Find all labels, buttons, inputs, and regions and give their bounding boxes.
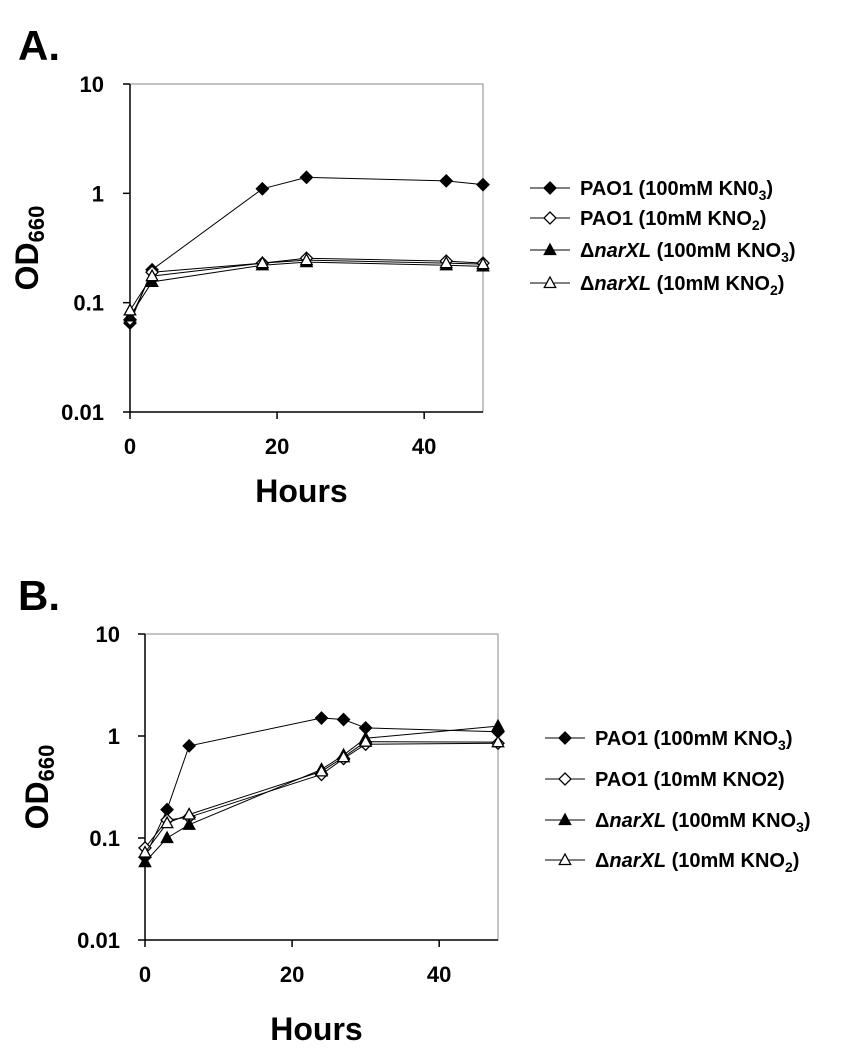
- legend-marker: [543, 211, 557, 225]
- series-3: [123, 254, 490, 322]
- data-point: [299, 252, 314, 266]
- series-line: [144, 725, 499, 863]
- legend-label: PAO1 (10mM KNO2): [580, 208, 766, 233]
- plot-area: [129, 83, 484, 413]
- series-1: [138, 711, 505, 865]
- data-point: [182, 738, 197, 753]
- y-tick-label: 0.01: [77, 928, 120, 953]
- data-point: [299, 170, 314, 185]
- series-line: [144, 742, 499, 849]
- data-point: [145, 268, 159, 282]
- series-line: [144, 741, 499, 853]
- x-tick-label: 0: [124, 434, 136, 459]
- series-4: [123, 252, 490, 316]
- data-point: [491, 734, 505, 748]
- data-point: [439, 255, 454, 269]
- data-point: [476, 177, 490, 192]
- y-tick-label: 0.1: [89, 826, 120, 851]
- legend-item-4: ΔnarXL (10mM KNO2): [545, 850, 799, 875]
- series-1: [123, 170, 490, 331]
- x-tick-label: 20: [280, 962, 304, 987]
- series-2: [138, 736, 505, 855]
- legend-item-1: PAO1 (100mM KN03): [530, 178, 773, 203]
- data-point: [336, 749, 351, 763]
- x-tick-label: 0: [139, 962, 151, 987]
- data-point: [182, 807, 196, 820]
- legend-item-4: ΔnarXL (10mM KNO2): [530, 273, 784, 298]
- legend-label: ΔnarXL (100mM KNO3): [580, 240, 796, 265]
- data-point: [182, 817, 196, 830]
- y-tick-label: 1: [92, 181, 104, 206]
- data-point: [160, 830, 174, 844]
- y-tick-label: 0.1: [73, 291, 104, 316]
- legend-label: ΔnarXL (100mM KNO3): [595, 810, 811, 835]
- legend-item-2: PAO1 (10mM KNO2): [530, 208, 766, 233]
- data-point: [138, 845, 152, 858]
- data-point: [336, 712, 351, 727]
- y-tick-label: 1: [108, 724, 120, 749]
- x-axis-title: Hours: [255, 473, 347, 509]
- y-axis-title: OD660: [9, 206, 49, 291]
- legend-marker: [543, 181, 557, 195]
- data-point: [439, 173, 454, 188]
- legend-marker: [543, 275, 557, 289]
- data-point: [358, 734, 373, 747]
- legend-marker: [558, 772, 572, 786]
- y-axis-title: OD660: [19, 745, 59, 830]
- chart-panel-2: B. 10 1 0.1 0.01 0 20 40 Hours OD660 PAO1 (100mM K…: [18, 572, 811, 1047]
- series-line: [129, 257, 484, 320]
- legend-marker: [558, 812, 572, 826]
- series-line: [129, 261, 484, 317]
- y-tick-label: 10: [80, 72, 104, 97]
- data-point: [314, 711, 329, 725]
- data-point: [255, 255, 270, 269]
- y-tick-label: 0.01: [61, 400, 104, 425]
- legend-label: PAO1 (100mM KN03): [580, 178, 773, 203]
- legend-item-1: PAO1 (100mM KNO3): [545, 728, 792, 753]
- x-tick-label: 40: [427, 962, 451, 987]
- series-line: [129, 259, 484, 311]
- data-point: [314, 764, 329, 777]
- panel-label: B.: [18, 572, 60, 619]
- x-tick-label: 20: [265, 434, 289, 459]
- plot-area: [144, 633, 499, 941]
- legend-label: ΔnarXL (10mM KNO2): [580, 273, 784, 298]
- legend-label: ΔnarXL (10mM KNO2): [595, 850, 799, 875]
- legend-item-3: ΔnarXL (100mM KNO3): [545, 810, 811, 835]
- series-line: [129, 176, 484, 324]
- x-tick-label: 40: [412, 434, 436, 459]
- series-line: [144, 717, 499, 858]
- legend-item-2: PAO1 (10mM KNO2): [545, 769, 785, 791]
- legend-marker: [558, 852, 572, 866]
- legend-marker: [558, 731, 572, 745]
- panel-label: A.: [18, 22, 60, 69]
- data-point: [255, 181, 270, 196]
- data-point: [138, 854, 152, 868]
- data-point: [123, 303, 137, 316]
- legend-item-3: ΔnarXL (100mM KNO3): [530, 240, 796, 265]
- series-4: [138, 734, 505, 858]
- y-tick-label: 10: [96, 622, 120, 647]
- data-point: [123, 308, 137, 322]
- legend-marker: [543, 242, 557, 256]
- x-axis-title: Hours: [270, 1011, 362, 1047]
- chart-panel-1: A. 10 1 0.1 0.01 0 20 40 Hours OD660 PAO1 (100mM K…: [9, 22, 796, 509]
- legend-label: PAO1 (10mM KNO2): [595, 769, 785, 791]
- data-point: [476, 256, 490, 270]
- data-point: [160, 815, 174, 829]
- data-point: [491, 718, 505, 732]
- legend-label: PAO1 (100mM KNO3): [595, 728, 792, 753]
